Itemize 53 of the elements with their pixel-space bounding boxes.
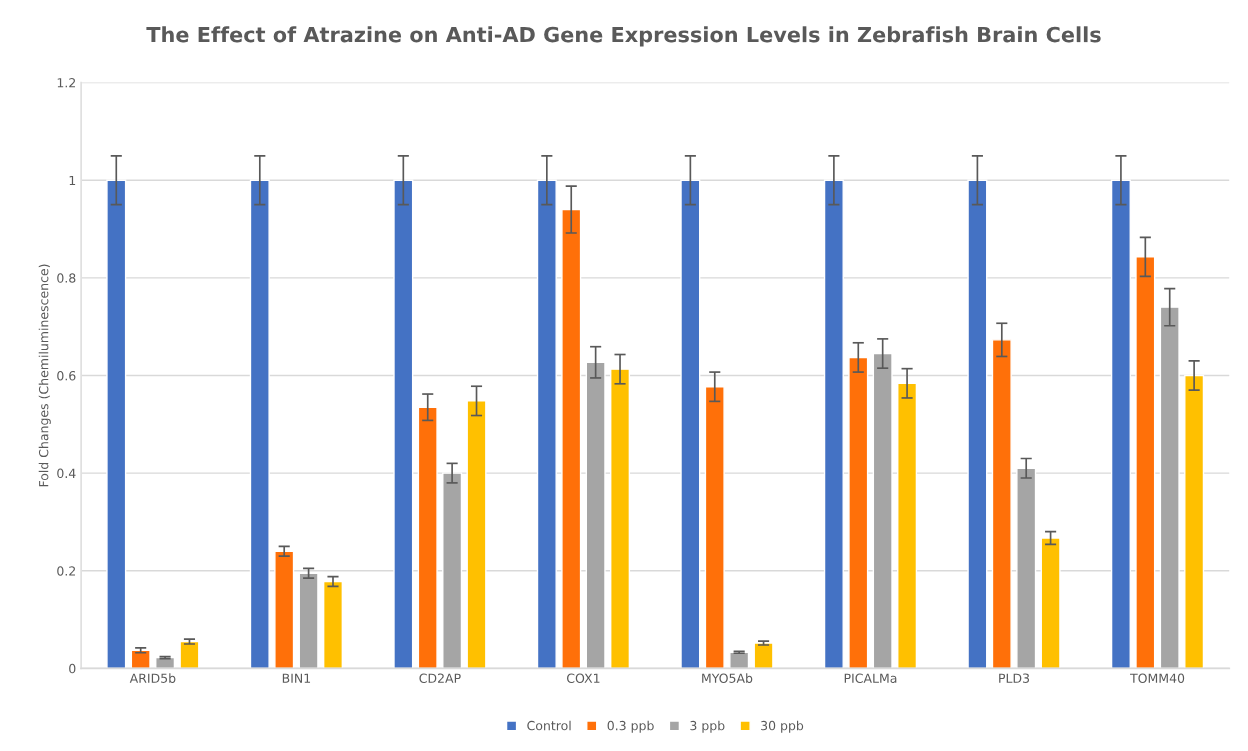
bar [561,208,582,669]
bar [610,368,631,669]
legend-label: 30 ppb [761,720,804,733]
x-tick-label: TOMM40 [1130,673,1185,683]
legend-label: 0.3 ppb [607,720,654,733]
bar [897,382,918,669]
bar [322,580,344,669]
bar [536,179,557,669]
legend-label: 3 ppb [690,720,725,733]
chart-title: The Effect of Atrazine on Anti-AD Gene Expression Levels in Zebrafish Brain Cells [146,26,1101,47]
bar [991,339,1012,669]
bar [680,179,701,669]
bar [704,386,725,669]
bar [106,179,127,669]
y-tick-label: 0.4 [57,468,76,479]
x-tick-label: CD2AP [419,673,461,683]
bar [729,651,750,669]
x-tick-label: PICALMa [844,673,897,683]
bar [130,649,151,669]
y-tick-label: 0.2 [57,566,76,576]
bar [442,472,463,669]
bar [155,656,176,669]
bar [179,640,200,669]
bar [249,179,270,669]
bar [585,361,606,669]
x-tick-label: PLD3 [999,673,1030,683]
bar [1135,256,1156,669]
bar [753,642,774,669]
bar [466,400,487,669]
x-tick-label: BIN1 [282,673,311,683]
y-axis-title: Fold Changes (Chemiluminescence) [38,264,51,487]
bar [393,179,414,669]
bar [1016,467,1037,669]
y-tick-label: 0 [69,663,76,674]
bar [1110,179,1131,669]
y-tick-label: 1 [69,175,76,185]
bar [872,352,893,669]
bar [298,572,319,669]
bar [967,179,988,669]
bar [848,356,869,669]
bar [417,406,438,669]
x-tick-label: ARID5b [129,673,176,683]
x-tick-label: MYO5Ab [702,673,753,683]
y-tick-label: 1.2 [57,78,76,88]
bar [1184,374,1205,669]
x-tick-label: COX1 [567,673,600,683]
y-tick-label: 0.6 [57,370,76,381]
bar [823,179,844,669]
bar [274,550,295,669]
bar [1159,306,1180,669]
bar [1040,537,1061,669]
y-tick-label: 0.8 [57,273,76,283]
legend-label: Control [527,720,571,731]
